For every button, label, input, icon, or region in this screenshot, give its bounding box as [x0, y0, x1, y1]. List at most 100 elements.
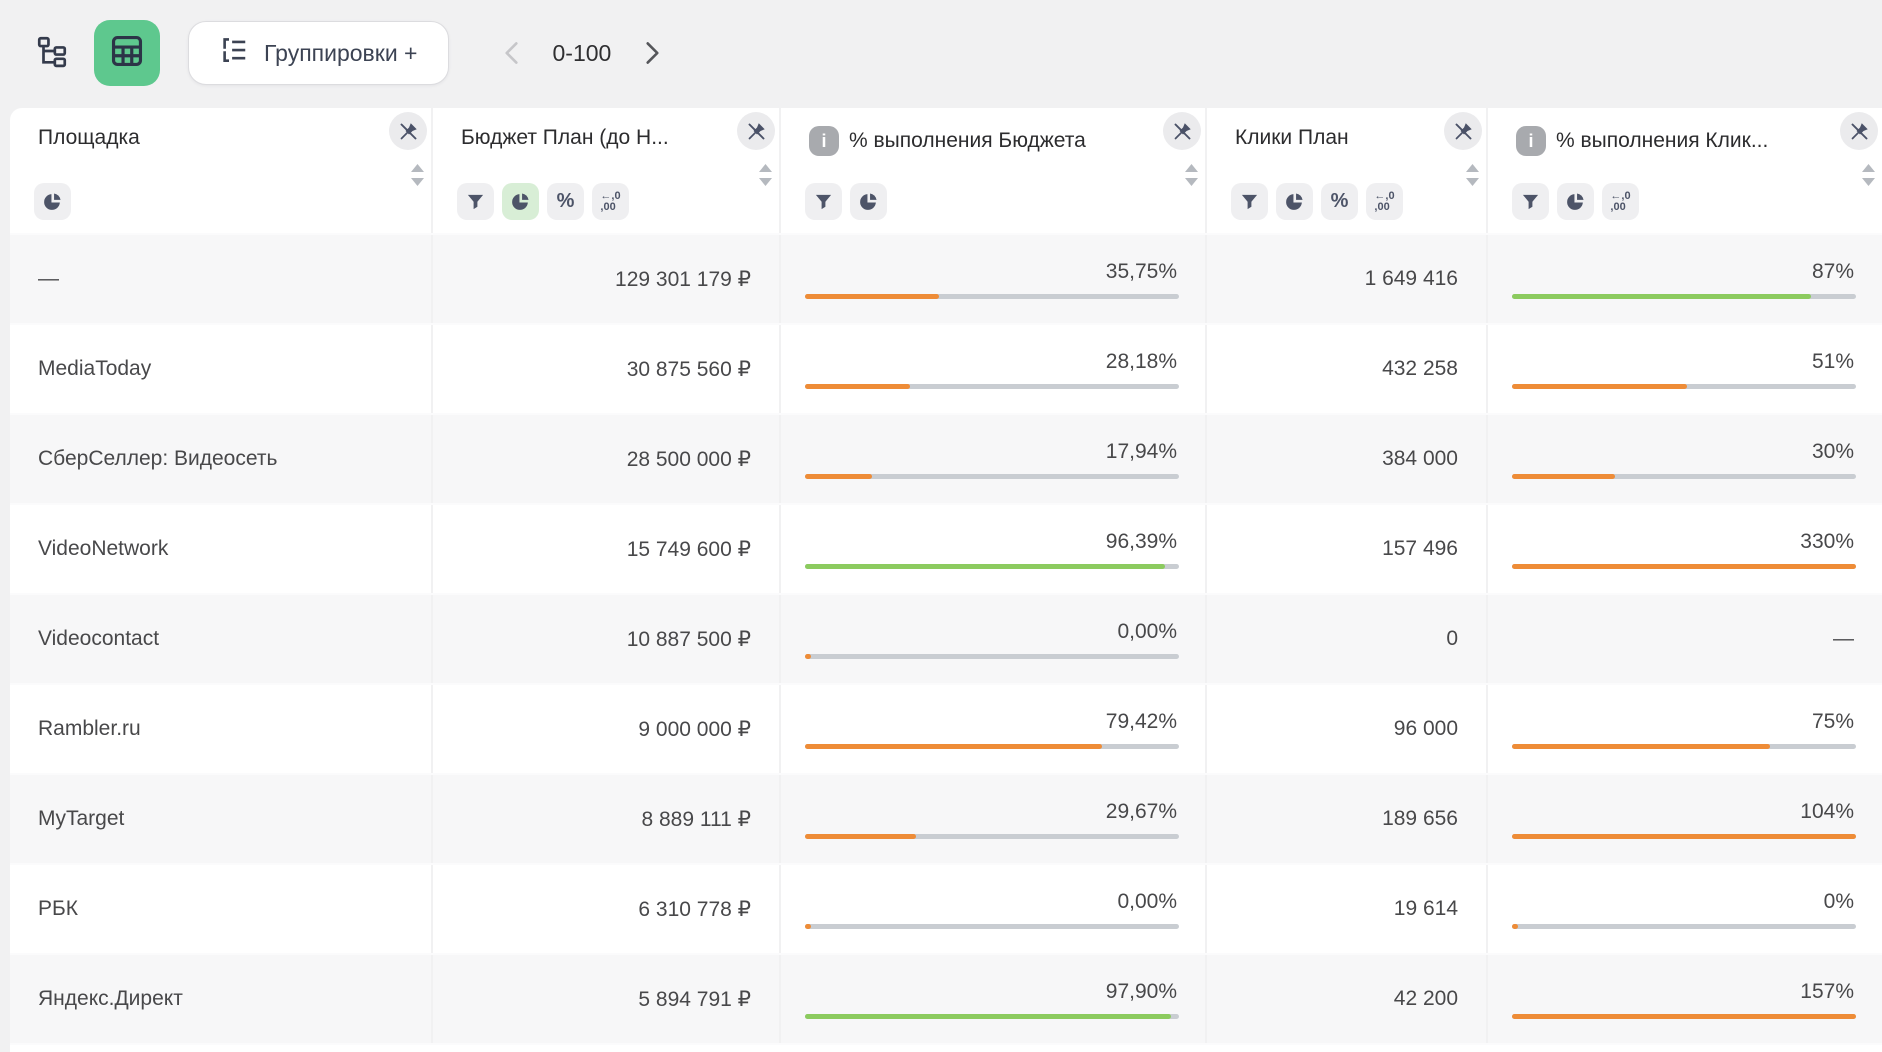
- pin-off-icon[interactable]: [1163, 112, 1201, 150]
- percent-cell[interactable]: 97,90%: [781, 955, 1207, 1043]
- pie-icon[interactable]: [1557, 183, 1594, 220]
- platform-cell[interactable]: —: [10, 235, 433, 323]
- platform-cell[interactable]: MyTarget: [10, 775, 433, 863]
- platform-cell[interactable]: MediaToday: [10, 325, 433, 413]
- pin-off-icon[interactable]: [1444, 112, 1482, 150]
- progress-bar: [805, 1013, 1179, 1019]
- column-header-4[interactable]: i % выполнения Клик... ←,0,00: [1488, 108, 1882, 233]
- platform-cell[interactable]: Videocontact: [10, 595, 433, 683]
- clicks-plan-cell[interactable]: 157 496: [1207, 505, 1488, 593]
- groupings-button[interactable]: Группировки +: [188, 21, 449, 85]
- percent-cell[interactable]: 17,94%: [781, 415, 1207, 503]
- progress-bar-fill: [805, 473, 873, 479]
- budget-plan-cell[interactable]: 129 301 179 ₽: [433, 235, 781, 323]
- platform-cell[interactable]: Rambler.ru: [10, 685, 433, 773]
- platform-cell[interactable]: VideoNetwork: [10, 505, 433, 593]
- progress-bar: [1512, 833, 1856, 839]
- progress-bar: [805, 293, 1179, 299]
- column-header-0[interactable]: Площадка: [10, 108, 433, 233]
- clicks-plan-cell[interactable]: 384 000: [1207, 415, 1488, 503]
- percent-cell[interactable]: 28,18%: [781, 325, 1207, 413]
- percent-cell[interactable]: 79,42%: [781, 685, 1207, 773]
- percent-cell[interactable]: 0%: [1488, 865, 1882, 953]
- clicks-plan-cell[interactable]: 42 200: [1207, 955, 1488, 1043]
- budget-plan-cell[interactable]: 9 000 000 ₽: [433, 685, 781, 773]
- decimals-icon[interactable]: ←,0,00: [592, 183, 629, 220]
- percent-icon[interactable]: %: [1321, 183, 1358, 220]
- platform-cell[interactable]: СберСеллер: Видеосеть: [10, 415, 433, 503]
- pagination-prev-icon[interactable]: [499, 40, 525, 66]
- percent-value: 28,18%: [1105, 349, 1177, 373]
- percent-cell[interactable]: 29,67%: [781, 775, 1207, 863]
- percent-cell[interactable]: 96,39%: [781, 505, 1207, 593]
- info-icon[interactable]: i: [809, 126, 839, 156]
- percent-cell-empty[interactable]: —: [1488, 595, 1882, 683]
- filter-icon[interactable]: [805, 183, 842, 220]
- budget-plan-cell[interactable]: 10 887 500 ₽: [433, 595, 781, 683]
- budget-plan-cell[interactable]: 28 500 000 ₽: [433, 415, 781, 503]
- pagination-next-icon[interactable]: [639, 40, 665, 66]
- sort-toggle-icon[interactable]: [411, 164, 424, 192]
- budget-plan-cell[interactable]: 30 875 560 ₽: [433, 325, 781, 413]
- pin-off-icon[interactable]: [737, 112, 775, 150]
- percent-cell[interactable]: 35,75%: [781, 235, 1207, 323]
- column-tools: % ←,0,00: [1231, 183, 1403, 220]
- table-row: Яндекс.Директ 5 894 791 ₽ 97,90% 42 200 157%: [10, 953, 1882, 1043]
- cell-value: 19 614: [1393, 897, 1458, 920]
- pie-icon[interactable]: [34, 183, 71, 220]
- progress-bar: [1512, 383, 1856, 389]
- percent-cell[interactable]: 30%: [1488, 415, 1882, 503]
- info-icon[interactable]: i: [1516, 126, 1546, 156]
- column-title: % выполнения Бюджета: [849, 129, 1086, 152]
- filter-icon[interactable]: [1231, 183, 1268, 220]
- percent-cell[interactable]: 0,00%: [781, 595, 1207, 683]
- percent-icon[interactable]: %: [547, 183, 584, 220]
- clicks-plan-cell[interactable]: 96 000: [1207, 685, 1488, 773]
- percent-cell[interactable]: 104%: [1488, 775, 1882, 863]
- progress-bar: [805, 743, 1179, 749]
- filter-icon[interactable]: [457, 183, 494, 220]
- table-row: СберСеллер: Видеосеть 28 500 000 ₽ 17,94% 3…: [10, 413, 1882, 503]
- budget-plan-cell[interactable]: 5 894 791 ₽: [433, 955, 781, 1043]
- sort-toggle-icon[interactable]: [1185, 164, 1198, 192]
- pin-off-icon[interactable]: [1840, 112, 1878, 150]
- column-header-2[interactable]: i % выполнения Бюджета: [781, 108, 1207, 233]
- percent-value: 97,90%: [1105, 979, 1177, 1003]
- table-row: Rambler.ru 9 000 000 ₽ 79,42% 96 000 75%: [10, 683, 1882, 773]
- clicks-plan-cell[interactable]: 189 656: [1207, 775, 1488, 863]
- column-header-1[interactable]: Бюджет План (до Н... % ←,0,00: [433, 108, 781, 233]
- budget-plan-cell[interactable]: 8 889 111 ₽: [433, 775, 781, 863]
- percent-cell[interactable]: 157%: [1488, 955, 1882, 1043]
- percent-cell[interactable]: 87%: [1488, 235, 1882, 323]
- pin-off-icon[interactable]: [389, 112, 427, 150]
- clicks-plan-cell[interactable]: 19 614: [1207, 865, 1488, 953]
- pie-icon[interactable]: [850, 183, 887, 220]
- progress-bar: [805, 473, 1179, 479]
- clicks-plan-cell[interactable]: 1 649 416: [1207, 235, 1488, 323]
- platform-cell[interactable]: Яндекс.Директ: [10, 955, 433, 1043]
- table-row: РБК 6 310 778 ₽ 0,00% 19 614 0%: [10, 863, 1882, 953]
- sort-toggle-icon[interactable]: [1466, 164, 1479, 192]
- sort-toggle-icon[interactable]: [759, 164, 772, 192]
- decimals-icon[interactable]: ←,0,00: [1602, 183, 1639, 220]
- percent-cell[interactable]: 75%: [1488, 685, 1882, 773]
- budget-plan-cell[interactable]: 15 749 600 ₽: [433, 505, 781, 593]
- percent-cell[interactable]: 330%: [1488, 505, 1882, 593]
- progress-bar-fill: [1512, 1013, 1856, 1019]
- clicks-plan-cell[interactable]: 0: [1207, 595, 1488, 683]
- budget-plan-cell[interactable]: 6 310 778 ₽: [433, 865, 781, 953]
- pie-icon[interactable]: [502, 183, 539, 220]
- progress-bar-fill: [805, 1013, 1172, 1019]
- percent-cell[interactable]: 51%: [1488, 325, 1882, 413]
- filter-icon[interactable]: [1512, 183, 1549, 220]
- tree-view-button[interactable]: [30, 31, 74, 75]
- sort-toggle-icon[interactable]: [1862, 164, 1875, 192]
- table-view-button[interactable]: [94, 20, 160, 86]
- platform-cell[interactable]: РБК: [10, 865, 433, 953]
- progress-bar-fill: [1512, 293, 1812, 299]
- decimals-icon[interactable]: ←,0,00: [1366, 183, 1403, 220]
- pie-icon[interactable]: [1276, 183, 1313, 220]
- column-header-3[interactable]: Клики План % ←,0,00: [1207, 108, 1488, 233]
- percent-cell[interactable]: 0,00%: [781, 865, 1207, 953]
- clicks-plan-cell[interactable]: 432 258: [1207, 325, 1488, 413]
